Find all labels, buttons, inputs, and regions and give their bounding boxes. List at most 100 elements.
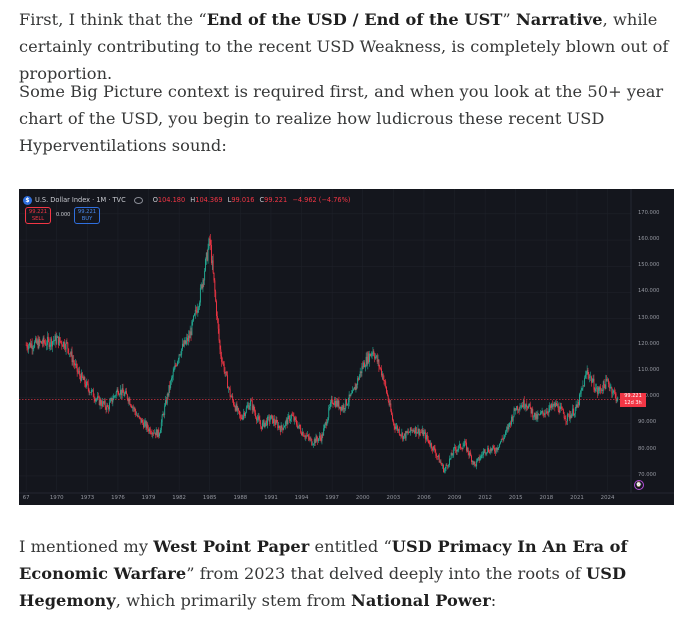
candle-body (159, 433, 161, 437)
candle-body (244, 412, 246, 416)
bold-phrase: End of the USD / End of the UST (206, 10, 503, 29)
candle-body (193, 315, 195, 321)
candle-body (477, 457, 479, 459)
candle-body (535, 414, 537, 419)
candle-body (255, 412, 257, 418)
candle-body (154, 432, 156, 436)
x-tick-label: 1973 (80, 495, 95, 501)
candle-body (224, 372, 226, 373)
candle-body (395, 427, 397, 429)
candle-body (589, 376, 591, 379)
candle-body (527, 406, 529, 409)
candle-body (266, 420, 268, 426)
candle-body (149, 428, 151, 433)
candle-body (184, 340, 186, 344)
symbol-title[interactable]: U.S. Dollar Index · 1M · TVC (35, 196, 126, 204)
candle-body (472, 461, 474, 465)
candle-body (386, 386, 387, 393)
candle-body (267, 416, 268, 426)
candle-body (585, 373, 587, 375)
candle-body (572, 408, 574, 414)
candle-body (403, 435, 404, 440)
candle-body (281, 425, 283, 428)
candle-body (455, 449, 457, 452)
candle-body (226, 371, 228, 376)
candle-body (594, 389, 596, 392)
candle-body (147, 423, 149, 429)
candle-body (331, 399, 333, 403)
candle-body (53, 340, 55, 342)
candle-body (148, 428, 150, 432)
candle-body (138, 415, 140, 418)
candle-body (108, 402, 110, 410)
candle-body (291, 414, 293, 416)
sell-price: 99.221 (28, 209, 48, 215)
candle-body (487, 448, 489, 453)
candle-body (93, 397, 95, 399)
clock-icon[interactable]: ⌚ (634, 480, 644, 490)
candle-body (367, 353, 369, 365)
candle-body (52, 341, 53, 347)
candle-body (313, 439, 315, 444)
candle-body (239, 414, 241, 417)
candle-body (48, 339, 50, 347)
candle-body (563, 413, 565, 419)
candle-body (58, 337, 60, 346)
candle-body (582, 385, 584, 389)
candle-body (384, 381, 386, 382)
candle-body (347, 402, 349, 405)
candle-body (284, 421, 286, 427)
candle-body (562, 409, 564, 414)
candle-body (529, 403, 531, 408)
x-tick-label: 2000 (355, 495, 370, 501)
candle-body (262, 420, 264, 423)
candle-body (103, 401, 105, 404)
candle-body (379, 366, 381, 368)
candle-body (276, 420, 278, 423)
sell-button[interactable]: 99.221 SELL (25, 207, 51, 224)
candle-body (607, 379, 608, 381)
candle-body (46, 344, 47, 346)
candle-body (443, 470, 445, 473)
candle-body (187, 337, 189, 342)
candle-body (57, 336, 59, 346)
candle-body (326, 422, 328, 426)
candle-body (37, 340, 39, 348)
candle-body (564, 418, 566, 419)
candle-body (344, 408, 346, 410)
buy-button[interactable]: 99.221 BUY (74, 207, 100, 224)
candle-body (137, 415, 139, 417)
y-tick-label: 150.000 (638, 262, 660, 269)
chart-header: $ U.S. Dollar Index · 1M · TVC O104.180 … (23, 194, 353, 206)
candle-body (539, 412, 541, 415)
candle-body (94, 398, 96, 401)
candle-body (204, 270, 206, 281)
usd-index-chart[interactable]: $ U.S. Dollar Index · 1M · TVC O104.180 … (19, 189, 674, 505)
candle-body (337, 400, 339, 406)
candle-body (106, 404, 108, 410)
candle-body (607, 379, 609, 385)
eye-icon[interactable] (133, 196, 143, 204)
candle-body (222, 361, 223, 363)
candle-body (389, 403, 391, 405)
candle-body (87, 383, 89, 389)
candle-body (132, 406, 134, 409)
candle-body (201, 284, 203, 289)
candle-body (363, 362, 365, 368)
candle-body (234, 406, 236, 411)
candle-body (319, 435, 321, 438)
candle-body (269, 419, 271, 422)
candle-body (142, 419, 144, 423)
candle-body (314, 439, 316, 443)
candle-body (250, 400, 252, 402)
candle-body (340, 406, 342, 411)
candle-body (369, 353, 371, 357)
candle-body (485, 453, 487, 454)
chart-canvas[interactable] (19, 189, 674, 505)
candle-body (162, 413, 164, 416)
candle-body (97, 396, 98, 399)
low-value: 99.016 (231, 196, 255, 204)
candle-body (415, 427, 417, 434)
candle-body (258, 416, 260, 420)
candle-body (360, 371, 362, 374)
